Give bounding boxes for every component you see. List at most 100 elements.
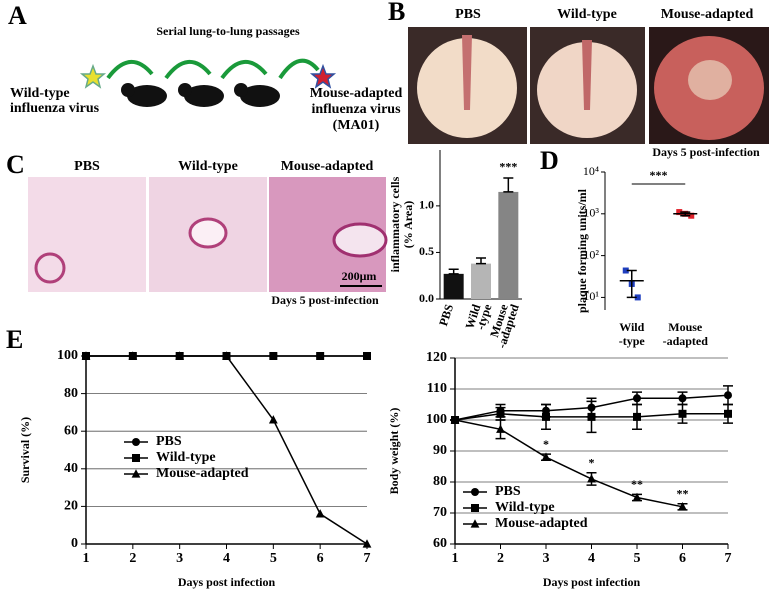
series-line — [86, 355, 368, 545]
marker — [471, 488, 479, 496]
y-tick-label: 80 — [433, 474, 447, 489]
marker — [622, 267, 629, 274]
y-axis-label: Body weight (%) — [387, 408, 401, 495]
marker — [132, 438, 140, 446]
legend-label: Wild-type — [156, 450, 216, 465]
marker — [470, 519, 480, 528]
marker — [315, 509, 325, 518]
x-tick-label: 3 — [176, 551, 183, 566]
y-tick-label: 80 — [64, 386, 78, 401]
y-tick-label: 10⁴ — [583, 164, 599, 178]
legend-label: Mouse-adapted — [495, 516, 588, 531]
legend-label: PBS — [156, 434, 182, 449]
marker — [132, 454, 140, 462]
y-tick-label: 100 — [426, 412, 447, 427]
x-tick-label: 7 — [364, 551, 371, 566]
marker — [175, 351, 185, 360]
x-axis-label: Days post infection — [178, 575, 276, 589]
x-tick-label: 1 — [452, 551, 459, 566]
marker — [633, 394, 641, 403]
marker — [587, 412, 596, 421]
legend-label: Wild-type — [495, 500, 555, 515]
series-line — [454, 419, 683, 508]
result-label: (MA01) — [333, 118, 380, 133]
y-tick-label: 1.0 — [419, 198, 434, 212]
marker — [362, 539, 372, 548]
y-tick-label: 0.0 — [419, 291, 434, 305]
x-tick-label: 7 — [725, 551, 732, 566]
x-tick-label: 5 — [270, 551, 277, 566]
marker — [724, 409, 732, 418]
panel-label: D — [540, 146, 559, 175]
significance: *** — [499, 160, 517, 174]
schematic-title: Serial lung-to-lung passages — [156, 24, 300, 38]
y-axis-label: (% Area) — [401, 201, 415, 248]
panel-label: C — [6, 150, 25, 179]
y-tick-label: 10² — [583, 247, 599, 261]
marker — [678, 409, 687, 418]
source-label: Wild-type — [10, 86, 70, 101]
significance: * — [543, 437, 549, 451]
bar — [498, 191, 519, 299]
image-title: Wild-type — [557, 7, 617, 22]
y-tick-label: 60 — [433, 536, 447, 551]
y-tick-label: 90 — [433, 443, 447, 458]
x-tick-label: 6 — [317, 551, 324, 566]
marker — [634, 294, 641, 301]
x-tick-label: -adapted — [663, 334, 709, 348]
marker — [676, 209, 683, 216]
significance: ** — [631, 477, 643, 491]
marker — [81, 351, 91, 360]
x-tick-label: Mouse — [668, 320, 703, 334]
marker — [678, 502, 687, 511]
y-tick-label: 0.5 — [419, 244, 434, 258]
y-tick-label: 70 — [433, 505, 447, 520]
virus-icon — [309, 63, 337, 89]
marker — [316, 352, 325, 360]
y-tick-label: 120 — [426, 350, 447, 365]
marker — [542, 412, 550, 421]
caption: Days 5 post-infection — [271, 293, 379, 307]
marker — [269, 352, 278, 360]
y-tick-label: 60 — [64, 423, 78, 438]
x-tick-label: 6 — [679, 551, 686, 566]
result-label: influenza virus — [311, 102, 401, 117]
x-tick-label: -type — [619, 334, 646, 348]
marker — [450, 415, 460, 424]
source-label: influenza virus — [10, 101, 100, 116]
x-tick-label: 4 — [223, 551, 230, 566]
virus-icon — [79, 63, 107, 89]
schematic — [79, 58, 337, 107]
image-title: Wild-type — [178, 159, 238, 174]
legend-label: PBS — [495, 484, 521, 499]
error-bar — [476, 257, 486, 265]
significance: ** — [677, 486, 689, 500]
significance: *** — [650, 168, 668, 182]
y-tick-label: 40 — [64, 461, 78, 476]
y-tick-label: 10¹ — [583, 289, 599, 303]
image-title: Mouse-adapted — [281, 159, 374, 174]
y-tick-label: 20 — [64, 499, 78, 514]
error-bar — [626, 269, 637, 299]
caption: Days 5 post-infection — [652, 145, 760, 159]
x-tick-label: 2 — [497, 551, 504, 566]
marker — [632, 492, 642, 502]
x-tick-label: 5 — [634, 551, 641, 566]
y-axis-label: Survival (%) — [18, 417, 32, 483]
legend-label: Mouse-adapted — [156, 466, 249, 481]
image-title: PBS — [455, 7, 481, 22]
marker — [268, 415, 278, 424]
marker — [131, 469, 141, 478]
x-tick-label: Wild — [619, 320, 644, 334]
marker — [363, 352, 371, 360]
marker — [724, 391, 732, 400]
image-title: PBS — [74, 159, 100, 174]
marker — [496, 424, 505, 433]
marker — [222, 351, 231, 360]
image-title: Mouse-adapted — [661, 7, 754, 22]
passage-arrows — [106, 58, 320, 80]
panel-label: A — [8, 1, 27, 30]
x-tick-label: 1 — [83, 551, 90, 566]
significance: * — [589, 455, 595, 469]
